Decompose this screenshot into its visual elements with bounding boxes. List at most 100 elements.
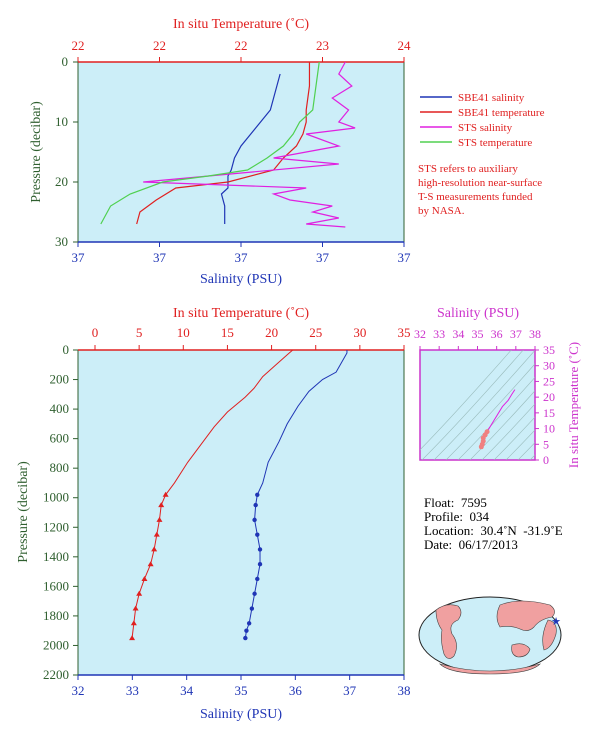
legend-label: STS temperature	[458, 137, 532, 149]
density-isoline	[494, 340, 601, 460]
salinity-marker	[252, 591, 257, 596]
bottom-temp-tick-label: 35	[398, 325, 411, 340]
top-plot-area	[77, 61, 405, 243]
top-temp-tick-label: 24	[398, 38, 412, 53]
asia-landmass	[496, 600, 555, 631]
bottom-pressure-tick-label: 1400	[43, 549, 69, 564]
africa-landmass	[542, 619, 557, 651]
bottom-salinity-tick-label: 32	[72, 683, 85, 698]
temperature-marker	[158, 502, 165, 508]
ts-salinity-tick-label: 37	[510, 327, 522, 341]
bottom-salinity-tick-label: 33	[126, 683, 139, 698]
density-isoline	[518, 340, 601, 460]
temperature-marker	[136, 590, 143, 596]
location: Location: 30.4˚N -31.9˚E	[424, 523, 563, 538]
bottom-x-top-label: In situ Temperature (˚C)	[173, 306, 309, 321]
temperature-marker	[151, 546, 158, 552]
ts-temp-tick-label: 35	[543, 343, 555, 357]
top-pressure-tick-label: 0	[62, 54, 69, 69]
density-isoline	[434, 340, 544, 460]
ts-temp-tick-label: 30	[543, 359, 555, 373]
top-x-bottom-label: Salinity (PSU)	[200, 272, 282, 287]
ts-y-label: In situ Temperature (˚C)	[566, 342, 581, 468]
legend-label: STS salinity	[458, 122, 513, 134]
density-isoline	[422, 340, 532, 460]
bottom-salinity-tick-label: 37	[343, 683, 357, 698]
bottom-temp-tick-label: 15	[221, 325, 234, 340]
top-x-top-label: In situ Temperature (˚C)	[173, 17, 309, 32]
salinity-marker	[246, 621, 252, 626]
top-pressure-tick-label: 20	[55, 174, 68, 189]
density-isoline	[410, 340, 520, 460]
bottom-temp-tick-label: 0	[92, 325, 99, 340]
salinity-marker	[243, 635, 248, 641]
bottom-pressure-tick-label: 200	[50, 372, 70, 387]
density-isoline	[482, 340, 592, 460]
top-series-line	[100, 61, 320, 225]
ts-x-label: Salinity (PSU)	[437, 306, 519, 321]
americas-landmass	[435, 604, 462, 659]
top-temp-tick-label: 22	[72, 38, 85, 53]
temperature-marker	[129, 635, 136, 641]
temperature-marker	[130, 620, 137, 626]
ts-temp-tick-label: 15	[543, 406, 555, 420]
temperature-marker	[141, 575, 148, 581]
legend-label: SBE41 temperature	[458, 107, 545, 119]
bottom-salinity-tick-label: 38	[398, 683, 411, 698]
bottom-temp-tick-label: 25	[309, 325, 322, 340]
salinity-marker	[255, 576, 260, 582]
ts-temp-tick-label: 25	[543, 374, 555, 388]
temperature-profile-line	[131, 349, 294, 639]
density-isoline	[506, 340, 601, 460]
bottom-pressure-tick-label: 800	[50, 460, 70, 475]
date: Date: 06/17/2013	[424, 537, 518, 552]
world-map: ★	[418, 596, 562, 675]
top-series-line	[136, 62, 311, 225]
top-salinity-tick-label: 37	[316, 250, 330, 265]
temperature-marker	[147, 561, 154, 567]
ts-deep-point	[478, 444, 484, 450]
ts-plot-area	[419, 349, 536, 461]
top-pressure-tick-label: 10	[55, 114, 68, 129]
top-pressure-tick-label: 30	[55, 234, 68, 249]
ts-temp-tick-label: 5	[543, 437, 549, 451]
note-line: STS refers to auxiliary	[418, 163, 518, 175]
float-location-marker-icon: ★	[551, 616, 561, 628]
density-isoline	[470, 340, 580, 460]
temperature-marker	[153, 531, 160, 537]
temperature-marker	[162, 491, 169, 497]
float-id: Float: 7595	[424, 495, 487, 510]
ts-salinity-tick-label: 33	[433, 327, 445, 341]
top-series-line	[143, 61, 356, 228]
ts-salinity-tick-label: 35	[472, 327, 484, 341]
legend: SBE41 salinity SBE41 temperature STS salin…	[420, 92, 545, 149]
bottom-pressure-tick-label: 1000	[43, 490, 69, 505]
salinity-profile-line	[244, 350, 348, 639]
density-isoline	[458, 340, 568, 460]
float-info: Float: 7595 Profile: 034 Location: 30.4˚…	[424, 496, 563, 552]
top-temp-tick-label: 22	[235, 38, 248, 53]
top-salinity-tick-label: 37	[72, 250, 86, 265]
salinity-marker	[257, 562, 263, 567]
top-temp-tick-label: 23	[316, 38, 329, 53]
ts-temp-tick-label: 20	[543, 390, 555, 404]
bottom-pressure-tick-label: 600	[50, 431, 70, 446]
bottom-pressure-tick-label: 1200	[43, 519, 69, 534]
temperature-marker	[132, 605, 139, 611]
ts-salinity-tick-label: 36	[491, 327, 503, 341]
note-line: by NASA.	[418, 205, 465, 217]
bottom-salinity-tick-label: 36	[289, 683, 303, 698]
bottom-temp-tick-label: 10	[177, 325, 190, 340]
bottom-pressure-tick-label: 1800	[43, 608, 69, 623]
ts-salinity-tick-label: 38	[529, 327, 541, 341]
bottom-temp-tick-label: 20	[265, 325, 278, 340]
ts-salinity-tick-label: 34	[452, 327, 464, 341]
top-salinity-tick-label: 37	[398, 250, 412, 265]
salinity-marker	[244, 628, 249, 633]
sts-note: STS refers to auxiliary high-resolution n…	[418, 163, 542, 217]
bottom-pressure-tick-label: 0	[63, 342, 70, 357]
ts-temp-tick-label: 10	[543, 422, 555, 436]
bottom-plot-area	[77, 349, 405, 676]
top-salinity-tick-label: 37	[153, 250, 167, 265]
temperature-marker	[156, 516, 163, 522]
